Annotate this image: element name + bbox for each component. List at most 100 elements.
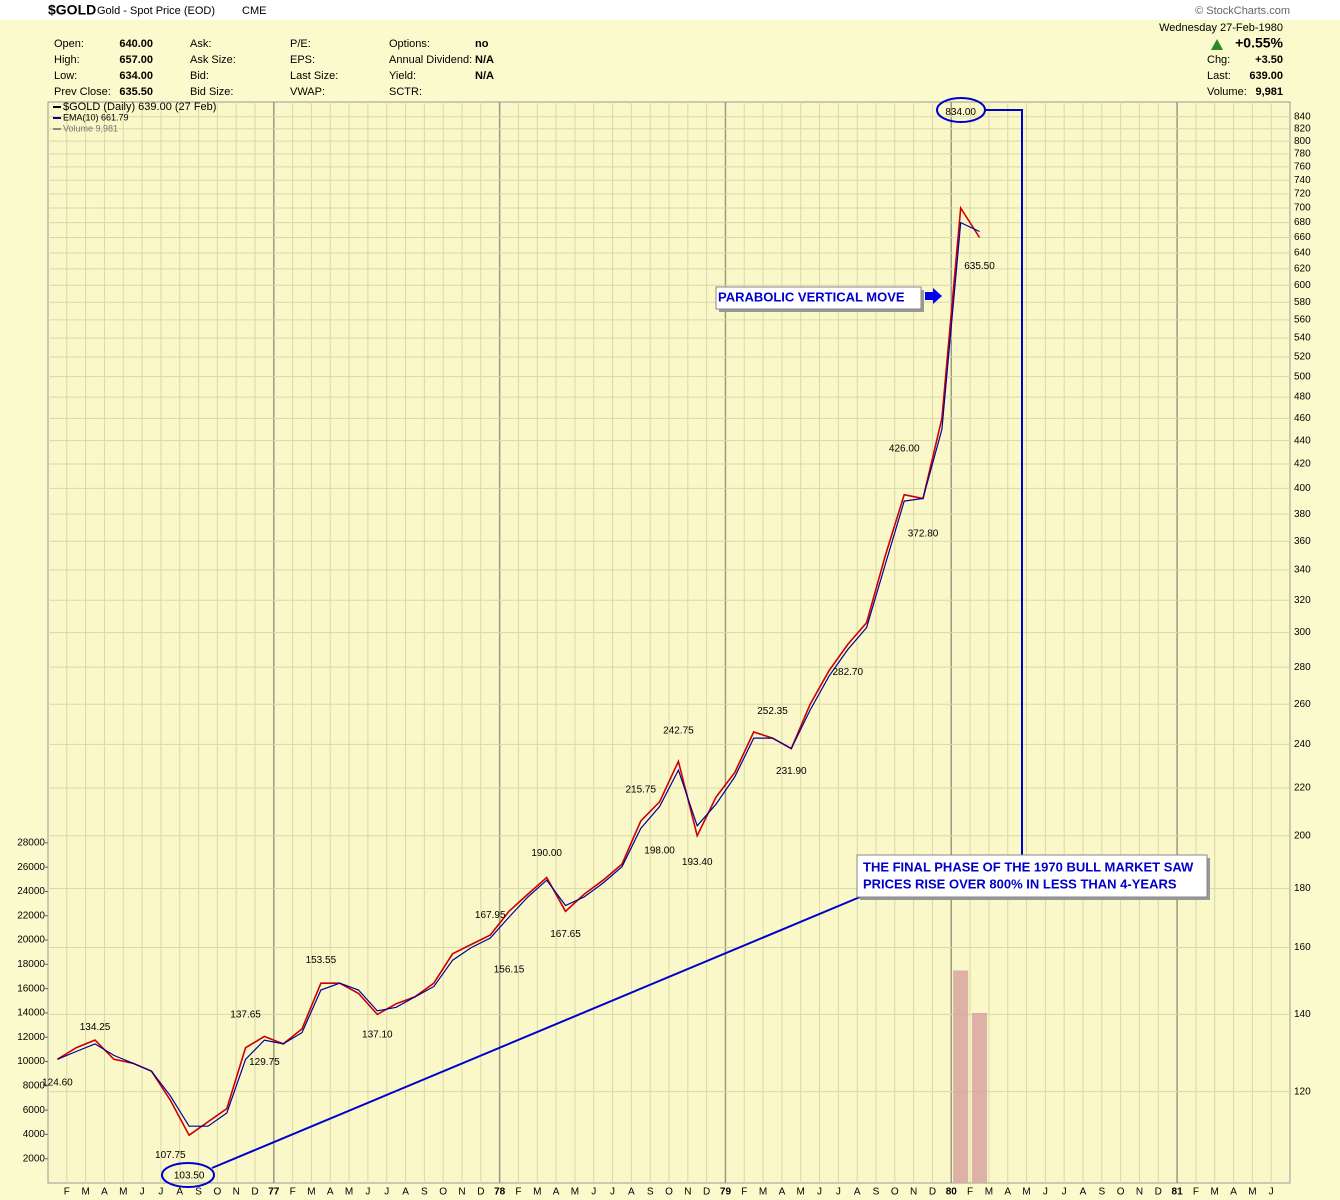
point-label: 193.40 xyxy=(682,857,713,868)
quote-value: N/A xyxy=(475,70,494,82)
x-tick-label: M xyxy=(1022,1187,1030,1198)
point-label: 156.15 xyxy=(494,964,525,975)
x-tick-label: 80 xyxy=(946,1187,958,1198)
x-tick-label: J xyxy=(384,1187,389,1198)
quote-label: Prev Close: xyxy=(54,86,111,98)
y2-tick-label: 26000 xyxy=(17,862,45,873)
y2-tick-label: 22000 xyxy=(17,910,45,921)
quote-value: 657.00 xyxy=(119,54,153,66)
quote-label: High: xyxy=(54,54,80,66)
y-tick-label: 180 xyxy=(1294,883,1311,894)
x-tick-label: M xyxy=(1211,1187,1219,1198)
quote-label: Yield: xyxy=(389,70,416,82)
x-tick-label: A xyxy=(628,1187,635,1198)
y2-tick-label: 10000 xyxy=(17,1056,45,1067)
note-box xyxy=(715,286,922,310)
point-label: 153.55 xyxy=(306,955,337,966)
up-arrow xyxy=(1211,39,1223,50)
x-tick-label: M xyxy=(985,1187,993,1198)
point-label: 124.60 xyxy=(42,1077,73,1088)
y2-tick-label: 6000 xyxy=(23,1105,46,1116)
quote-label: Last Size: xyxy=(290,70,338,82)
point-label: 242.75 xyxy=(663,725,694,736)
x-tick-label: A xyxy=(402,1187,409,1198)
quote-label: Bid: xyxy=(190,70,209,82)
y-tick-label: 840 xyxy=(1294,111,1311,122)
x-tick-label: N xyxy=(233,1187,240,1198)
x-tick-label: A xyxy=(1080,1187,1087,1198)
legend-entry: Volume 9,981 xyxy=(63,123,118,133)
x-tick-label: A xyxy=(1230,1187,1237,1198)
price-line xyxy=(57,221,980,1127)
y2-tick-label: 24000 xyxy=(17,886,45,897)
y2-tick-label: 28000 xyxy=(17,838,45,849)
x-tick-label: J xyxy=(817,1187,822,1198)
x-tick-label: M xyxy=(81,1187,89,1198)
y-tick-label: 620 xyxy=(1294,263,1311,274)
quote-value: 640.00 xyxy=(119,38,153,50)
y-tick-label: 260 xyxy=(1294,699,1311,710)
y2-tick-label: 8000 xyxy=(23,1080,46,1091)
quote-label: P/E: xyxy=(290,38,311,50)
y-tick-label: 800 xyxy=(1294,136,1311,147)
quote-label: Ask Size: xyxy=(190,54,236,66)
point-label: 134.25 xyxy=(80,1022,111,1033)
quote-label: SCTR: xyxy=(389,86,422,98)
x-tick-label: N xyxy=(458,1187,465,1198)
x-tick-label: S xyxy=(1098,1187,1105,1198)
point-label: 426.00 xyxy=(889,444,920,455)
x-tick-label: 78 xyxy=(494,1187,506,1198)
y2-tick-label: 4000 xyxy=(23,1129,46,1140)
point-label: 834.00 xyxy=(945,107,976,118)
legend-entry: EMA(10) 661.79 xyxy=(63,112,129,122)
point-label: 635.50 xyxy=(964,261,995,272)
y2-tick-label: 14000 xyxy=(17,1008,45,1019)
y-tick-label: 440 xyxy=(1294,435,1311,446)
x-tick-label: A xyxy=(1004,1187,1011,1198)
point-label: 137.65 xyxy=(230,1010,261,1021)
point-label: 107.75 xyxy=(155,1150,186,1161)
y-tick-label: 380 xyxy=(1294,509,1311,520)
y-tick-label: 780 xyxy=(1294,148,1311,159)
x-tick-label: A xyxy=(553,1187,560,1198)
summary-label: Chg: xyxy=(1207,54,1230,66)
x-tick-label: N xyxy=(1136,1187,1143,1198)
price-line xyxy=(56,205,981,1137)
summary-value: 9,981 xyxy=(1255,86,1283,98)
x-tick-label: D xyxy=(929,1187,936,1198)
x-tick-label: D xyxy=(251,1187,258,1198)
y-tick-label: 720 xyxy=(1294,189,1311,200)
point-label: 137.10 xyxy=(362,1030,393,1041)
quote-label: Low: xyxy=(54,70,77,82)
x-tick-label: J xyxy=(591,1187,596,1198)
y-tick-label: 600 xyxy=(1294,280,1311,291)
volume-bar xyxy=(971,1012,988,1183)
x-tick-label: M xyxy=(119,1187,127,1198)
x-tick-label: O xyxy=(213,1187,221,1198)
y-tick-label: 400 xyxy=(1294,483,1311,494)
x-tick-label: S xyxy=(195,1187,202,1198)
y-tick-label: 280 xyxy=(1294,662,1311,673)
x-tick-label: J xyxy=(1269,1187,1274,1198)
note-text: PRICES RISE OVER 800% IN LESS THAN 4-YEA… xyxy=(863,876,1177,891)
y-tick-label: 560 xyxy=(1294,314,1311,325)
quote-label: Bid Size: xyxy=(190,86,233,98)
highlight-circle xyxy=(161,1162,215,1188)
x-tick-label: F xyxy=(515,1187,521,1198)
y-tick-label: 500 xyxy=(1294,371,1311,382)
volume-bar xyxy=(953,970,969,1183)
instrument-name: Gold - Spot Price (EOD) xyxy=(97,5,215,17)
x-tick-label: M xyxy=(345,1187,353,1198)
x-tick-label: J xyxy=(365,1187,370,1198)
x-tick-label: O xyxy=(665,1187,673,1198)
y-tick-label: 820 xyxy=(1294,123,1311,134)
y-tick-label: 120 xyxy=(1294,1086,1311,1097)
y-tick-label: 480 xyxy=(1294,392,1311,403)
y2-tick-label: 20000 xyxy=(17,935,45,946)
x-tick-label: A xyxy=(779,1187,786,1198)
point-label: 198.00 xyxy=(644,845,675,856)
x-tick-label: J xyxy=(610,1187,615,1198)
y-tick-label: 160 xyxy=(1294,942,1311,953)
x-tick-label: M xyxy=(533,1187,541,1198)
